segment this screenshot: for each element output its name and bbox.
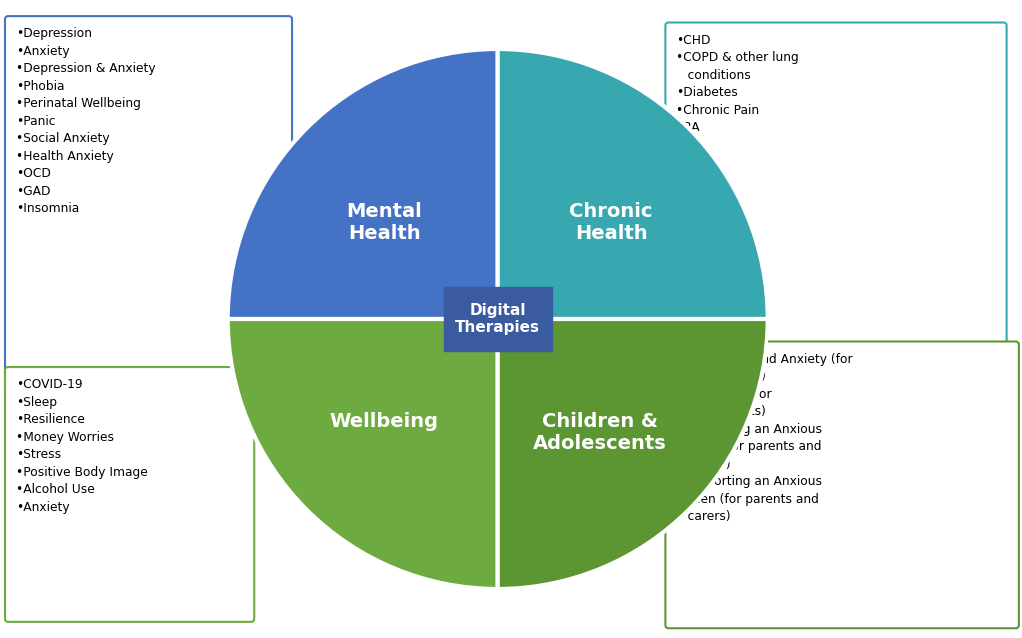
Wedge shape	[228, 49, 498, 319]
Text: Wellbeing: Wellbeing	[330, 412, 438, 431]
Text: •CHD
•COPD & other lung
   conditions
•Diabetes
•Chronic Pain
•RA: •CHD •COPD & other lung conditions •Diab…	[677, 34, 799, 134]
FancyBboxPatch shape	[5, 367, 254, 622]
Text: Digital
Therapies: Digital Therapies	[455, 303, 541, 335]
Text: •Depression
•Anxiety
•Depression & Anxiety
•Phobia
•Perinatal Wellbeing
•Panic
•: •Depression •Anxiety •Depression & Anxie…	[16, 27, 155, 215]
FancyBboxPatch shape	[665, 341, 1019, 628]
Text: • Low mood and Anxiety (for
   adolescents)
•Low mood (for
   adolescents)
•Supp: • Low mood and Anxiety (for adolescents)…	[677, 353, 853, 523]
Wedge shape	[498, 319, 768, 589]
Text: •COVID-19
•Sleep
•Resilience
•Money Worries
•Stress
•Positive Body Image
•Alcoho: •COVID-19 •Sleep •Resilience •Money Worr…	[16, 378, 148, 514]
FancyBboxPatch shape	[444, 286, 552, 352]
Text: Mental
Health: Mental Health	[346, 202, 422, 243]
Text: Chronic
Health: Chronic Health	[569, 202, 653, 243]
Wedge shape	[498, 49, 768, 319]
FancyBboxPatch shape	[665, 22, 1007, 360]
FancyBboxPatch shape	[5, 16, 292, 389]
Wedge shape	[228, 319, 498, 589]
Text: Children &
Adolescents: Children & Adolescents	[532, 412, 666, 453]
